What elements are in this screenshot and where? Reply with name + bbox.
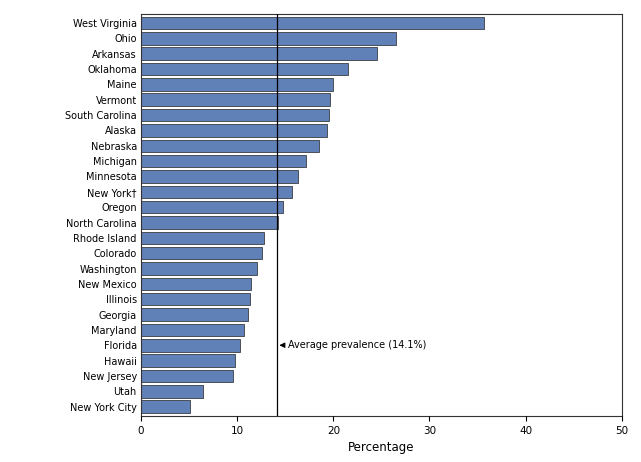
Bar: [141, 370, 233, 382]
Bar: [141, 155, 306, 167]
Bar: [141, 262, 257, 275]
Bar: [141, 140, 319, 152]
Bar: [141, 78, 333, 91]
Bar: [141, 308, 248, 321]
X-axis label: Percentage: Percentage: [348, 441, 415, 454]
Bar: [141, 17, 485, 30]
Bar: [141, 109, 329, 122]
Bar: [141, 48, 377, 60]
Bar: [141, 124, 327, 137]
Bar: [141, 216, 278, 229]
Text: Average prevalence (14.1%): Average prevalence (14.1%): [281, 340, 426, 350]
Bar: [141, 278, 251, 290]
Bar: [141, 201, 283, 213]
Bar: [141, 293, 250, 305]
Bar: [141, 63, 347, 75]
Bar: [141, 186, 292, 198]
Bar: [141, 323, 244, 336]
Bar: [141, 385, 203, 397]
Bar: [141, 339, 240, 352]
Bar: [141, 247, 262, 260]
Bar: [141, 231, 264, 244]
Bar: [141, 170, 297, 183]
Bar: [141, 400, 190, 413]
Bar: [141, 32, 396, 45]
Bar: [141, 93, 331, 106]
Bar: [141, 354, 235, 367]
